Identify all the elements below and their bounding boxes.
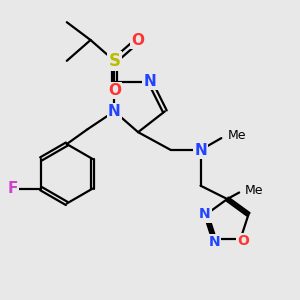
Text: F: F (8, 181, 18, 196)
Text: N: N (108, 104, 121, 119)
Text: S: S (108, 52, 120, 70)
Text: N: N (194, 142, 207, 158)
Text: F: F (8, 181, 18, 196)
Text: O: O (132, 32, 145, 47)
Text: N: N (208, 235, 220, 249)
Text: N: N (199, 207, 210, 221)
Text: O: O (108, 83, 121, 98)
Text: Me: Me (245, 184, 264, 196)
Text: O: O (237, 234, 249, 248)
Text: Me: Me (227, 129, 246, 142)
Text: N: N (144, 74, 156, 89)
